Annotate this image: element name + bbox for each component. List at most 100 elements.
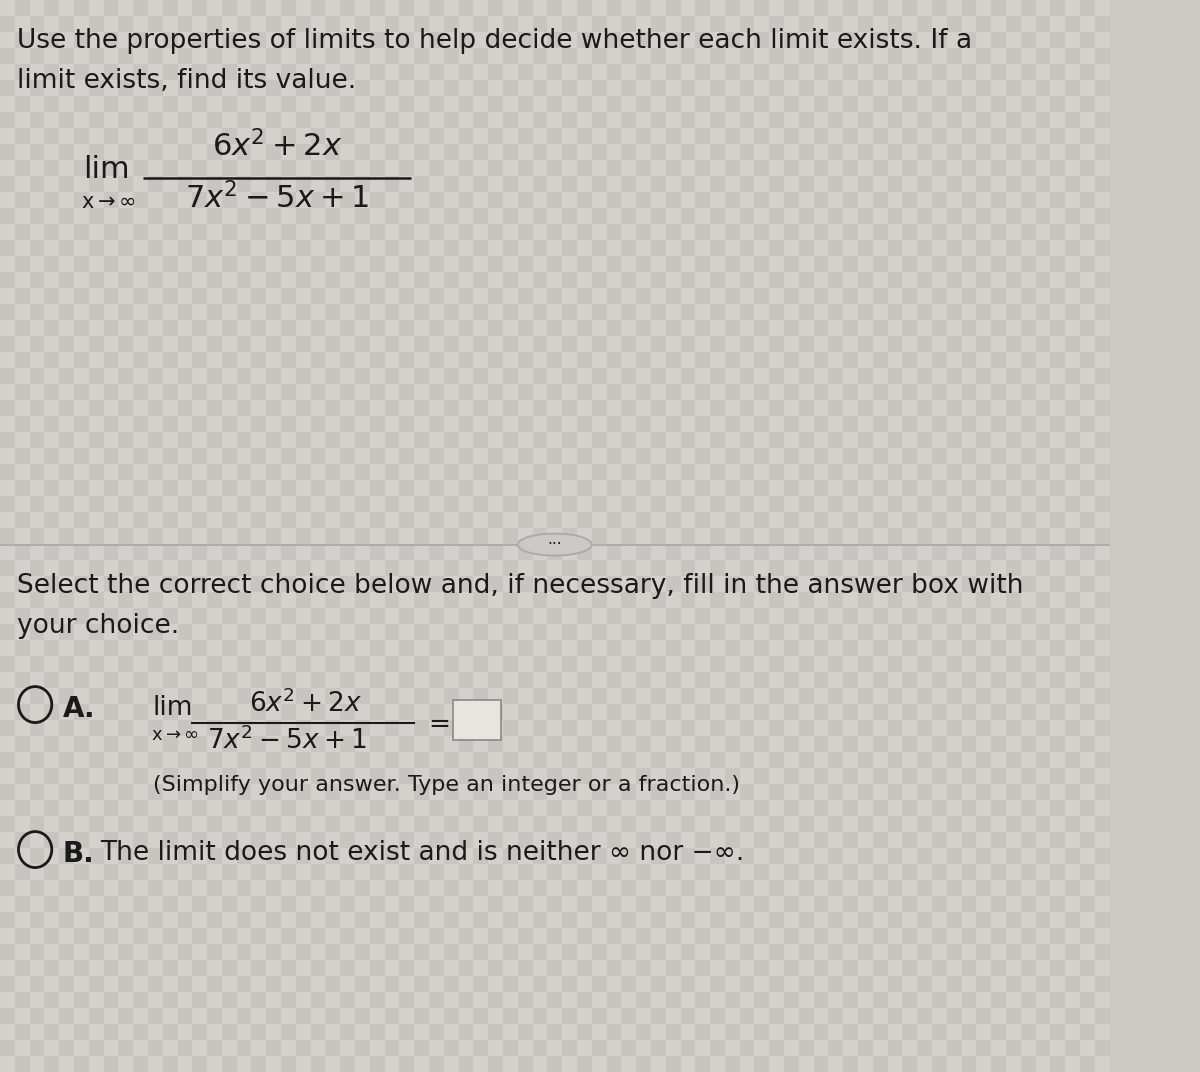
- Bar: [222, 336, 236, 352]
- Bar: [192, 128, 208, 144]
- Bar: [650, 288, 666, 304]
- Bar: [977, 176, 991, 192]
- Bar: [59, 896, 74, 912]
- Bar: [1094, 976, 1110, 992]
- Bar: [444, 256, 458, 272]
- Bar: [178, 384, 192, 400]
- Bar: [488, 864, 503, 880]
- Bar: [784, 848, 799, 864]
- Bar: [296, 96, 311, 111]
- Bar: [769, 288, 784, 304]
- Bar: [533, 576, 547, 592]
- Bar: [622, 704, 636, 720]
- Bar: [1050, 160, 1066, 176]
- Bar: [977, 640, 991, 656]
- Bar: [341, 96, 355, 111]
- Bar: [474, 32, 488, 48]
- Bar: [208, 32, 222, 48]
- Bar: [370, 64, 385, 80]
- Bar: [44, 976, 59, 992]
- Bar: [636, 720, 650, 736]
- Bar: [488, 352, 503, 368]
- Bar: [577, 928, 592, 944]
- Bar: [947, 288, 961, 304]
- Bar: [266, 480, 281, 496]
- Bar: [606, 608, 622, 624]
- Bar: [533, 736, 547, 751]
- Bar: [74, 512, 89, 528]
- Bar: [103, 96, 119, 111]
- Bar: [236, 321, 252, 336]
- Bar: [577, 352, 592, 368]
- Bar: [592, 592, 606, 608]
- Bar: [355, 1056, 370, 1072]
- Bar: [680, 128, 695, 144]
- Bar: [872, 208, 888, 224]
- Bar: [1021, 432, 1036, 448]
- Bar: [192, 272, 208, 288]
- Bar: [533, 32, 547, 48]
- Bar: [666, 1024, 680, 1040]
- Bar: [370, 751, 385, 768]
- Bar: [370, 560, 385, 576]
- Bar: [119, 992, 133, 1008]
- Bar: [725, 720, 739, 736]
- Bar: [680, 368, 695, 384]
- Bar: [799, 352, 814, 368]
- Bar: [296, 400, 311, 416]
- Bar: [192, 768, 208, 784]
- Bar: [547, 48, 562, 64]
- Bar: [533, 784, 547, 800]
- Bar: [0, 128, 14, 144]
- Bar: [44, 0, 59, 16]
- Bar: [622, 896, 636, 912]
- Bar: [622, 880, 636, 896]
- Bar: [517, 48, 533, 64]
- Bar: [961, 560, 977, 576]
- Bar: [444, 992, 458, 1008]
- Bar: [355, 272, 370, 288]
- Bar: [577, 384, 592, 400]
- Bar: [680, 992, 695, 1008]
- Bar: [281, 576, 296, 592]
- Bar: [961, 336, 977, 352]
- Bar: [636, 64, 650, 80]
- Bar: [784, 864, 799, 880]
- Bar: [236, 80, 252, 96]
- Bar: [902, 1008, 917, 1024]
- Bar: [799, 560, 814, 576]
- Bar: [814, 304, 828, 321]
- Bar: [414, 80, 430, 96]
- Bar: [562, 48, 577, 64]
- Bar: [178, 768, 192, 784]
- Bar: [252, 976, 266, 992]
- Bar: [784, 528, 799, 544]
- Bar: [503, 864, 517, 880]
- Bar: [1006, 1024, 1021, 1040]
- Bar: [236, 160, 252, 176]
- Bar: [666, 464, 680, 480]
- Bar: [59, 800, 74, 816]
- Bar: [296, 880, 311, 896]
- Bar: [1006, 672, 1021, 688]
- Bar: [444, 352, 458, 368]
- Bar: [503, 624, 517, 640]
- Bar: [488, 736, 503, 751]
- Bar: [1021, 832, 1036, 848]
- Bar: [872, 1024, 888, 1040]
- Bar: [430, 496, 444, 512]
- Bar: [991, 416, 1006, 432]
- Bar: [281, 784, 296, 800]
- Bar: [547, 272, 562, 288]
- Bar: [1066, 576, 1080, 592]
- Bar: [517, 144, 533, 160]
- Text: $7x^2 - 5x + 1$: $7x^2 - 5x + 1$: [185, 182, 370, 214]
- Bar: [178, 1008, 192, 1024]
- Bar: [1080, 16, 1094, 32]
- Bar: [325, 880, 341, 896]
- Bar: [414, 352, 430, 368]
- Bar: [89, 384, 103, 400]
- Bar: [517, 880, 533, 896]
- Bar: [517, 111, 533, 128]
- Bar: [444, 656, 458, 672]
